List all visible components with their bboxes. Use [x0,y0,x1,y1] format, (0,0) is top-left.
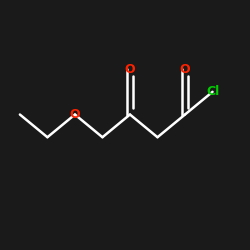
Text: O: O [70,108,80,121]
Text: O: O [180,63,190,76]
Text: Cl: Cl [206,85,219,98]
Text: O: O [125,63,135,76]
